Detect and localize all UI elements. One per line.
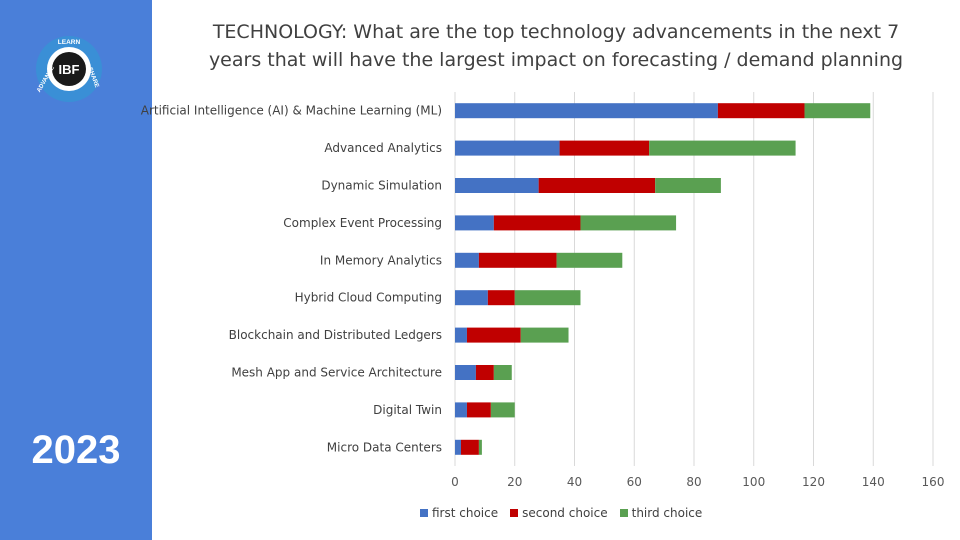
chart-legend: first choice second choice third choice — [420, 506, 702, 520]
category-label: Complex Event Processing — [283, 216, 442, 230]
bar-segment — [487, 290, 515, 306]
x-tick-label: 140 — [862, 475, 885, 489]
sidebar-panel: IBF LEARN SHARE ADVANCE 2023 — [0, 0, 152, 540]
legend-swatch-third-choice — [619, 509, 628, 517]
legend-swatch-first-choice — [420, 509, 428, 517]
legend-swatch-second-choice — [510, 509, 519, 517]
legend-label-third-choice: third choice — [631, 506, 703, 520]
category-label: Dynamic Simulation — [321, 179, 442, 193]
bar-segment — [455, 402, 467, 418]
bar-segment — [455, 327, 467, 343]
bar-segment — [520, 327, 569, 343]
bar-segment — [455, 178, 539, 193]
chart-title-line-1: TECHNOLOGY: What are the top technology … — [212, 21, 900, 43]
bar-segment — [493, 365, 512, 380]
bar-segment — [455, 290, 488, 306]
category-label: Advanced Analytics — [324, 141, 442, 155]
bar-segment — [655, 178, 721, 193]
legend-item-third-choice: third choice — [619, 506, 703, 520]
x-tick-label: 160 — [922, 475, 945, 489]
bar-segment — [455, 365, 476, 380]
bar-segment — [455, 439, 461, 455]
bar-segment — [455, 103, 718, 119]
bar-segment — [649, 140, 796, 156]
ibf-logo-icon: IBF LEARN SHARE ADVANCE — [36, 36, 102, 102]
category-label: Micro Data Centers — [327, 440, 442, 454]
legend-item-first-choice: first choice — [420, 506, 498, 520]
bar-segment — [455, 252, 479, 268]
bar-segment — [804, 103, 871, 119]
bar-segment — [466, 327, 521, 343]
bar-segment — [514, 290, 581, 306]
bar-segment — [490, 402, 515, 418]
year-label: 2023 — [31, 428, 121, 472]
bar-segment — [717, 103, 805, 119]
bar-segment — [478, 439, 482, 455]
bar-segment — [556, 252, 623, 268]
bar-segment — [455, 140, 560, 156]
chart-title: TECHNOLOGY: What are the top technology … — [200, 18, 912, 74]
bar-segment — [455, 215, 494, 231]
logo-top-text: LEARN — [58, 39, 81, 46]
bar-segment — [460, 439, 479, 455]
bar-segment — [478, 252, 557, 268]
x-tick-label: 40 — [567, 475, 582, 489]
legend-item-second-choice: second choice — [510, 506, 608, 520]
x-tick-label: 80 — [686, 475, 701, 489]
category-label: In Memory Analytics — [320, 253, 442, 267]
bar-segment — [580, 215, 677, 231]
x-tick-label: 20 — [507, 475, 522, 489]
bar-segment — [493, 215, 581, 231]
category-label: Hybrid Cloud Computing — [295, 291, 442, 305]
legend-label-first-choice: first choice — [432, 506, 499, 520]
logo-center-text: IBF — [59, 62, 80, 77]
category-label: Artificial Intelligence (AI) & Machine L… — [141, 104, 442, 118]
bar-segment — [538, 178, 656, 193]
x-tick-label: 0 — [451, 475, 459, 489]
x-tick-label: 100 — [742, 475, 765, 489]
category-label: Digital Twin — [373, 403, 442, 417]
bar-segment — [559, 140, 650, 156]
category-label: Mesh App and Service Architecture — [231, 366, 442, 380]
category-label: Blockchain and Distributed Ledgers — [229, 328, 442, 342]
legend-label-second-choice: second choice — [522, 506, 608, 520]
bar-segment — [466, 402, 491, 418]
bar-segment — [475, 365, 494, 380]
x-tick-label: 120 — [802, 475, 825, 489]
chart-title-line-2: years that will have the largest impact … — [208, 49, 904, 71]
x-tick-label: 60 — [627, 475, 642, 489]
